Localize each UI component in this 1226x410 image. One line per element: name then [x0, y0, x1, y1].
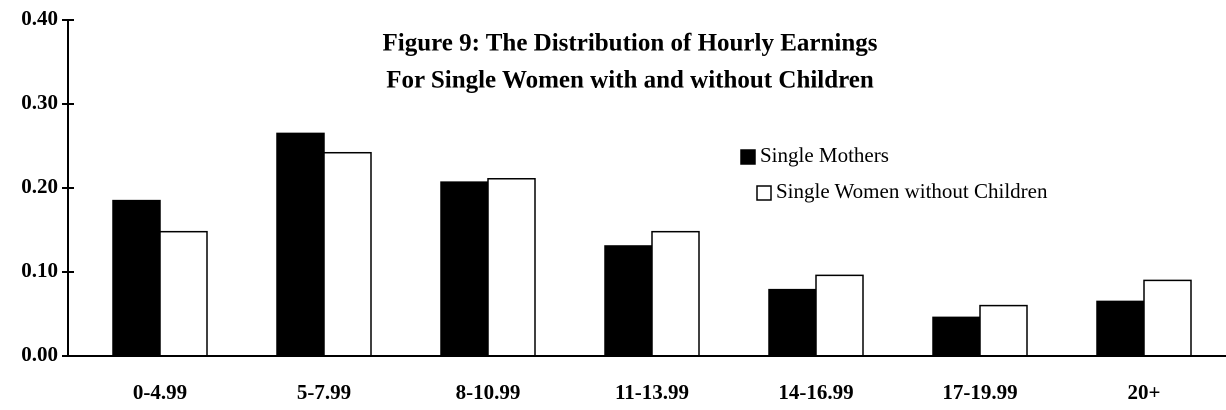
y-tick-label: 0.40: [21, 6, 58, 30]
x-tick-label: 5-7.99: [297, 380, 351, 404]
bar: [487, 178, 536, 357]
chart-title: Figure 9: The Distribution of Hourly Ear…: [383, 30, 878, 57]
bar: [276, 132, 325, 357]
x-tick-label: 0-4.99: [133, 380, 187, 404]
x-tick-label: 14-16.99: [778, 380, 853, 404]
legend-swatch: [740, 149, 756, 165]
legend-label: Single Women without Children: [776, 179, 1048, 203]
bar: [979, 304, 1028, 357]
bar: [440, 181, 489, 357]
bar: [768, 288, 817, 357]
chart-title: For Single Women with and without Childr…: [386, 67, 874, 94]
x-tick-label: 17-19.99: [942, 380, 1017, 404]
x-tick-label: 20+: [1128, 380, 1161, 404]
bar: [932, 316, 981, 357]
y-tick-label: 0.30: [21, 90, 58, 114]
legend-label: Single Mothers: [760, 143, 889, 167]
bar: [651, 230, 700, 357]
bar: [1096, 300, 1145, 357]
y-tick-label: 0.10: [21, 258, 58, 282]
x-tick-label: 8-10.99: [456, 380, 521, 404]
bar: [112, 199, 161, 357]
bar: [323, 151, 372, 357]
x-tick-label: 11-13.99: [615, 380, 689, 404]
y-tick-label: 0.00: [21, 342, 58, 366]
bar: [159, 230, 208, 357]
bar: [604, 245, 653, 357]
bar: [1143, 279, 1192, 357]
legend-swatch: [756, 185, 772, 201]
y-tick-label: 0.20: [21, 174, 58, 198]
bar: [815, 274, 864, 357]
